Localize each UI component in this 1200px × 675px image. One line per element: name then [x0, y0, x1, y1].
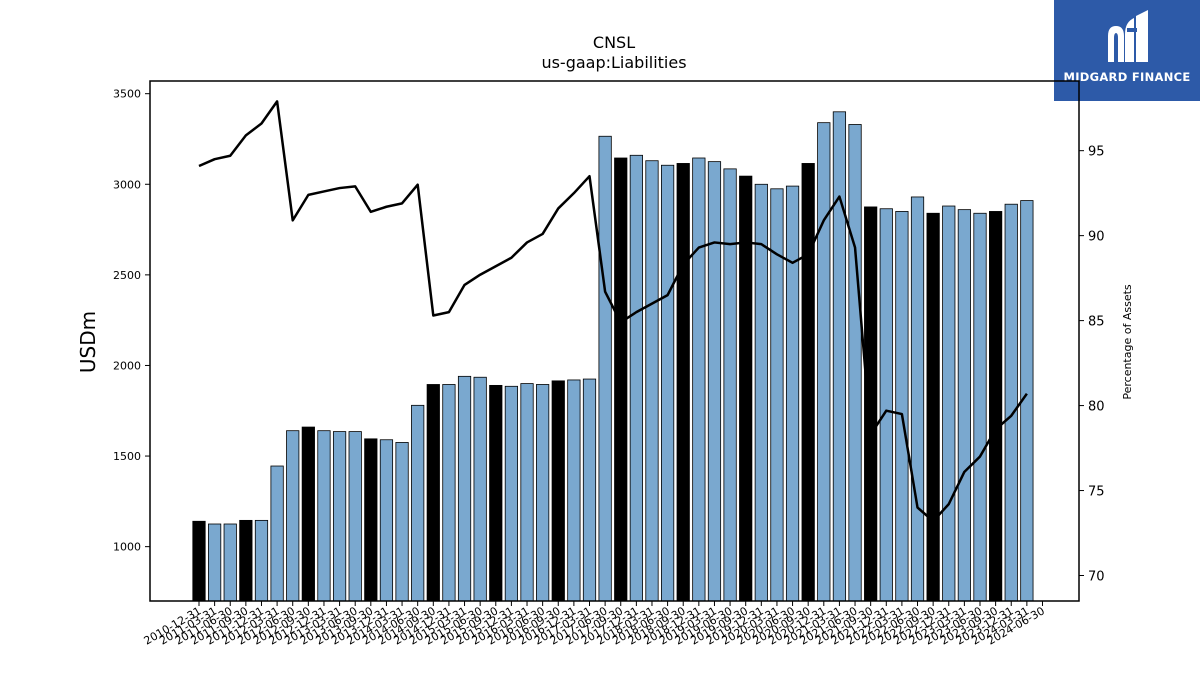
bar-2012-12-31	[317, 430, 331, 602]
chart-subtitle: us-gaap:Liabilities	[541, 53, 686, 72]
y-tick-label: 1000	[113, 541, 141, 554]
bar-2016-03-31	[520, 383, 534, 602]
bar-2011-12-31	[254, 519, 269, 602]
bar-2014-06-30	[411, 404, 425, 602]
bar-2013-03-31	[332, 431, 347, 602]
bar-2022-06-30	[910, 196, 925, 602]
bar-2023-09-30	[989, 211, 1003, 602]
bar-2019-06-30	[723, 168, 737, 602]
bar-2022-09-30	[926, 212, 940, 602]
y2-tick-label: 70	[1088, 570, 1105, 585]
y-tick-label: 3000	[113, 178, 141, 191]
brand-name: MIDGARD FINANCE	[1063, 70, 1191, 84]
bar-2017-06-30	[598, 135, 612, 602]
bar-2011-06-30	[223, 523, 237, 602]
bar-2016-09-30	[551, 380, 565, 602]
bar-2014-09-30	[426, 384, 440, 602]
bar-2020-06-30	[785, 185, 800, 602]
x-axis: 2010-12-312011-03-312011-06-302011-09-30…	[142, 601, 1047, 648]
bar-2016-12-31	[567, 379, 581, 602]
bar-2017-03-31	[582, 378, 597, 602]
bar-2010-12-31	[192, 520, 206, 602]
bar-2017-09-30	[614, 157, 628, 602]
plot-frame	[149, 80, 1080, 602]
bar-2023-03-31	[957, 209, 971, 602]
midgard-m-logo-icon	[1108, 10, 1148, 62]
bar-2018-09-30	[676, 163, 690, 602]
y-axis-label: USDm	[76, 311, 100, 373]
bars-layer	[192, 111, 1034, 602]
bar-2017-12-31	[629, 154, 643, 602]
bar-2014-12-31	[442, 384, 456, 602]
bar-2011-09-30	[239, 519, 253, 602]
bar-2021-03-31	[832, 111, 847, 602]
bar-2019-03-31	[707, 161, 722, 602]
bar-2018-06-30	[661, 164, 675, 602]
y2-axis-label: Percentage of Assets	[1121, 284, 1134, 400]
bar-2015-12-31	[504, 385, 519, 602]
bar-2020-09-30	[801, 163, 815, 602]
bar-2023-12-31	[1004, 203, 1018, 602]
bar-2013-09-30	[364, 438, 378, 602]
y2-tick-label: 85	[1088, 315, 1105, 330]
bar-2013-06-30	[348, 431, 362, 602]
y2-tick-label: 75	[1088, 485, 1105, 500]
percentage-of-assets-line	[198, 100, 1028, 523]
bar-2021-12-31	[879, 208, 893, 602]
y-axis-left: 1000 1500 2000 2500 3000 3500	[113, 88, 150, 554]
bar-2016-06-30	[536, 384, 550, 602]
bar-2012-09-30	[301, 426, 315, 602]
y-tick-label: 2500	[113, 269, 141, 282]
bar-2019-09-30	[739, 175, 753, 602]
bar-2015-03-31	[457, 375, 472, 602]
y2-tick-label: 90	[1088, 230, 1105, 245]
bar-2011-03-31	[208, 523, 222, 602]
bar-2022-12-31	[942, 205, 956, 602]
y2-tick-label: 80	[1088, 400, 1105, 415]
bar-2015-09-30	[489, 384, 503, 602]
bar-2023-06-30	[973, 212, 987, 602]
y-axis-right: 70 75 80 85 90 95	[1079, 145, 1105, 585]
bar-2012-06-30	[286, 430, 300, 602]
bar-2020-12-31	[817, 122, 831, 602]
bar-2018-03-31	[645, 160, 659, 602]
y2-tick-label: 95	[1088, 145, 1105, 160]
bar-2021-09-30	[864, 206, 878, 602]
y-tick-label: 1500	[113, 450, 141, 463]
bar-2018-12-31	[692, 157, 706, 602]
line-layer	[198, 100, 1028, 523]
bar-2014-03-31	[395, 442, 409, 602]
bar-2015-06-30	[473, 376, 487, 602]
bar-2013-12-31	[379, 439, 394, 602]
bar-2022-03-31	[895, 211, 909, 602]
bar-2012-03-31	[270, 465, 284, 602]
bar-2021-06-30	[848, 124, 862, 602]
y-tick-label: 2000	[113, 359, 141, 372]
y-tick-label: 3500	[113, 88, 141, 101]
chart-title: CNSL	[593, 33, 635, 52]
